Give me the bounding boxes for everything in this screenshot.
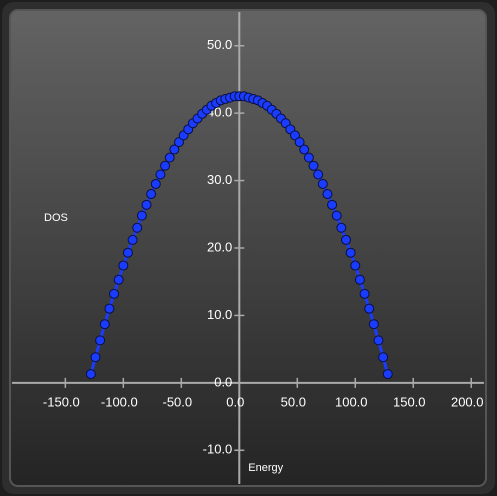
data-point: [331, 210, 342, 221]
y-tick-label: 20.0: [207, 239, 232, 254]
data-point: [303, 152, 314, 163]
data-point: [317, 178, 328, 189]
data-point: [155, 169, 166, 180]
data-point: [127, 234, 138, 245]
x-tick-label: 100.0: [335, 394, 368, 409]
data-point: [136, 210, 147, 221]
data-point: [173, 137, 184, 148]
data-point: [169, 144, 180, 155]
data-point: [368, 319, 379, 330]
data-point: [95, 335, 106, 346]
data-point: [150, 178, 161, 189]
x-tick-label: 0.0: [226, 394, 244, 409]
x-tick-label: -50.0: [162, 394, 192, 409]
data-point: [90, 352, 101, 363]
y-tick-label: -10.0: [203, 442, 233, 457]
data-point: [113, 274, 124, 285]
plot-background: [9, 9, 487, 487]
data-point: [382, 369, 393, 380]
data-point: [160, 160, 171, 171]
data-point: [373, 335, 384, 346]
x-tick-label: 200.0: [451, 394, 484, 409]
plot-area: -150.0 -100.0 -50.0 0.0 50.0 100.0 150.0 200.0 -…: [12, 12, 484, 484]
data-point: [85, 369, 96, 380]
data-point: [109, 288, 120, 299]
data-point: [340, 234, 351, 245]
data-point: [118, 260, 129, 271]
y-tick-label: 30.0: [207, 172, 232, 187]
data-point: [378, 352, 389, 363]
data-point: [359, 288, 370, 299]
data-point: [104, 303, 115, 314]
x-tick-label: 50.0: [281, 394, 306, 409]
data-point: [313, 169, 324, 180]
data-point: [336, 222, 347, 233]
data-point: [141, 199, 152, 210]
data-point: [294, 137, 305, 148]
data-point: [164, 152, 175, 163]
x-tick-label: -150.0: [43, 394, 80, 409]
y-axis-label: DOS: [44, 212, 68, 224]
data-point: [327, 199, 338, 210]
y-tick-label: 0.0: [214, 374, 232, 389]
x-tick-label: 150.0: [393, 394, 426, 409]
data-point: [322, 189, 333, 200]
data-point: [364, 303, 375, 314]
data-point: [308, 160, 319, 171]
data-point: [350, 260, 361, 271]
data-point: [146, 189, 157, 200]
data-point: [345, 247, 356, 258]
data-point: [132, 222, 143, 233]
data-point: [354, 274, 365, 285]
data-point: [289, 130, 300, 141]
x-axis-label: Energy: [248, 462, 283, 474]
data-point: [122, 247, 133, 258]
y-tick-label: 50.0: [207, 37, 232, 52]
x-tick-label: -100.0: [101, 394, 138, 409]
data-point: [99, 319, 110, 330]
data-point: [299, 144, 310, 155]
y-tick-label: 10.0: [207, 307, 232, 322]
